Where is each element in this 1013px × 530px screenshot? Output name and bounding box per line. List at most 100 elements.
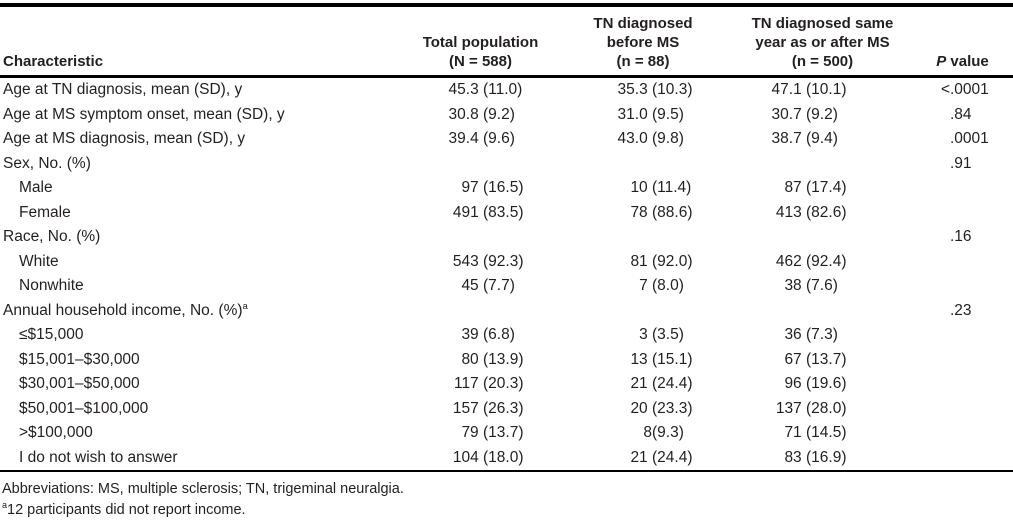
table-row: Male 97 (16.5) 10 (11.4) 87 (17.4) (0, 176, 1013, 201)
tn-same-or-after-ms-cell: 71 (14.5) (784, 424, 847, 442)
tn-before-ms-cell: 20 (23.3) (630, 399, 693, 417)
abbreviations-note: Abbreviations: MS, multiple sclerosis; T… (2, 481, 404, 497)
footnote-text: 12 participants did not report income. (7, 502, 246, 518)
income-footnote: a12 participants did not report income. (2, 500, 1013, 521)
table-row: White 543 (92.3) 81 (92.0) 462 (92.4) (0, 250, 1013, 275)
row-label: Age at TN diagnosis, mean (SD), y (3, 81, 243, 99)
table-row: I do not wish to answer 104 (18.0) 21 (24.… (0, 446, 1013, 471)
tn-before-ms-cell: 35.3 (10.3) (617, 81, 693, 99)
total-population-cell: 97 (16.5) (461, 179, 524, 197)
table-footnotes: Abbreviations: MS, multiple sclerosis; T… (0, 472, 1013, 521)
tn-before-ms-cell: 7 (8.0) (639, 277, 684, 295)
footnote-marker-a: a (2, 500, 7, 511)
p-value-cell: .84 (950, 105, 972, 123)
tn-same-or-after-ms-cell: 38 (7.6) (784, 277, 838, 295)
row-label: >$100,000 (19, 424, 93, 442)
row-label: Annual household income, No. (%)a (3, 300, 248, 319)
col-header-p-value: P value (905, 52, 1013, 71)
tn-same-or-after-ms-cell: 462 (92.4) (775, 252, 847, 270)
row-label: Female (19, 203, 71, 221)
tn-before-ms-cell: 21 (24.4) (630, 375, 693, 393)
p-value-cell: < .0001 (940, 81, 989, 99)
row-label: I do not wish to answer (19, 448, 178, 466)
header-line: TN diagnosed (593, 15, 693, 32)
table-row: $30,001–$50,000 117 (20.3) 21 (24.4) 96 (19… (0, 372, 1013, 397)
table-row: ≤$15,000 39 (6.8) 3 (3.5) 36 (7.3) (0, 323, 1013, 348)
total-population-cell: 491 (83.5) (452, 203, 524, 221)
table-body: Age at TN diagnosis, mean (SD), y 45.3 (1… (0, 78, 1013, 470)
table-row: >$100,000 79 (13.7) 8 (9.3) 71 (14.5) (0, 421, 1013, 446)
divider-bottom (0, 470, 1013, 472)
tn-before-ms-cell: 31.0 (9.5) (617, 105, 684, 123)
header-line: TN diagnosed same (751, 15, 894, 32)
table-row: Annual household income, No. (%)a .23 (0, 299, 1013, 324)
tn-same-or-after-ms-cell: 30.7 (9.2) (771, 105, 838, 123)
tn-before-ms-cell: 13 (15.1) (630, 350, 693, 368)
tn-before-ms-cell: 3 (3.5) (639, 326, 684, 344)
row-label: ≤$15,000 (19, 326, 84, 344)
table-row: Sex, No. (%) .91 (0, 152, 1013, 177)
total-population-cell: 79 (13.7) (461, 424, 524, 442)
total-population-cell: 30.8 (9.2) (448, 105, 515, 123)
tn-before-ms-cell: 43.0 (9.8) (617, 130, 684, 148)
row-label: Sex, No. (%) (3, 154, 91, 172)
row-label: Age at MS diagnosis, mean (SD), y (3, 130, 246, 148)
row-label: Age at MS symptom onset, mean (SD), y (3, 105, 285, 123)
table-row: $15,001–$30,000 80 (13.9) 13 (15.1) 67 (13.… (0, 348, 1013, 373)
row-label: Male (19, 179, 53, 197)
table-row: Female 491 (83.5) 78 (88.6) 413 (82.6) (0, 201, 1013, 226)
divider-top (0, 3, 1013, 7)
row-label: Race, No. (%) (3, 228, 101, 246)
table-row: Nonwhite 45 (7.7) 7 (8.0) 38 (7.6) (0, 274, 1013, 299)
tn-before-ms-cell: 21 (24.4) (630, 448, 693, 466)
tn-same-or-after-ms-cell: 87 (17.4) (784, 179, 847, 197)
tn-before-ms-cell: 81 (92.0) (630, 252, 693, 270)
total-population-cell: 157 (26.3) (452, 399, 524, 417)
col-header-tn-before-ms: TN diagnosed before MS (n = 88) (555, 14, 720, 71)
footnote-marker-a: a (242, 300, 248, 312)
tn-before-ms-cell: 78 (88.6) (630, 203, 693, 221)
p-value-label: value (946, 53, 989, 70)
total-population-cell: 39.4 (9.6) (448, 130, 515, 148)
header-line: Total population (422, 34, 539, 51)
total-population-cell: 104 (18.0) (452, 448, 524, 466)
row-label: White (19, 252, 59, 270)
p-value-cell: .91 (950, 154, 972, 172)
p-value-cell: .16 (950, 228, 972, 246)
header-line: before MS (606, 34, 680, 51)
table-row: Age at MS symptom onset, mean (SD), y 30.… (0, 103, 1013, 128)
table-row: Age at MS diagnosis, mean (SD), y 39.4 (9… (0, 127, 1013, 152)
tn-same-or-after-ms-cell: 96 (19.6) (784, 375, 847, 393)
table-header-row: Characteristic Total population (N = 588… (0, 7, 1013, 75)
tn-same-or-after-ms-cell: 36 (7.3) (784, 326, 838, 344)
tn-same-or-after-ms-cell: 38.7 (9.4) (771, 130, 838, 148)
header-line: year as or after MS (755, 34, 890, 51)
header-line: (N = 588) (449, 53, 512, 70)
header-line: (n = 500) (791, 53, 854, 70)
table-row: Race, No. (%) .16 (0, 225, 1013, 250)
header-line: (n = 88) (616, 53, 670, 70)
total-population-cell: 80 (13.9) (461, 350, 524, 368)
tn-before-ms-cell: 10 (11.4) (630, 179, 692, 197)
row-label: $50,001–$100,000 (19, 399, 149, 417)
p-value-cell: .23 (950, 301, 972, 319)
total-population-cell: 45.3 (11.0) (448, 81, 523, 99)
p-value-cell: .0001 (950, 130, 989, 148)
tn-same-or-after-ms-cell: 83 (16.9) (784, 448, 847, 466)
total-population-cell: 45 (7.7) (461, 277, 515, 295)
divider-header (0, 75, 1013, 78)
total-population-cell: 117 (20.3) (453, 375, 524, 393)
col-header-characteristic: Characteristic (3, 53, 104, 70)
tn-same-or-after-ms-cell: 137 (28.0) (775, 399, 847, 417)
total-population-cell: 39 (6.8) (461, 326, 515, 344)
col-header-total-population: Total population (N = 588) (370, 33, 555, 71)
row-label: $30,001–$50,000 (19, 375, 140, 393)
tn-before-ms-cell: 8 (9.3) (643, 424, 684, 442)
p-value-italic-p: P (936, 53, 947, 70)
row-label: Nonwhite (19, 277, 84, 295)
tn-same-or-after-ms-cell: 413 (82.6) (775, 203, 847, 221)
col-header-tn-same-or-after-ms: TN diagnosed same year as or after MS (n… (720, 14, 905, 71)
total-population-cell: 543 (92.3) (452, 252, 524, 270)
table-row: Age at TN diagnosis, mean (SD), y 45.3 (1… (0, 78, 1013, 103)
